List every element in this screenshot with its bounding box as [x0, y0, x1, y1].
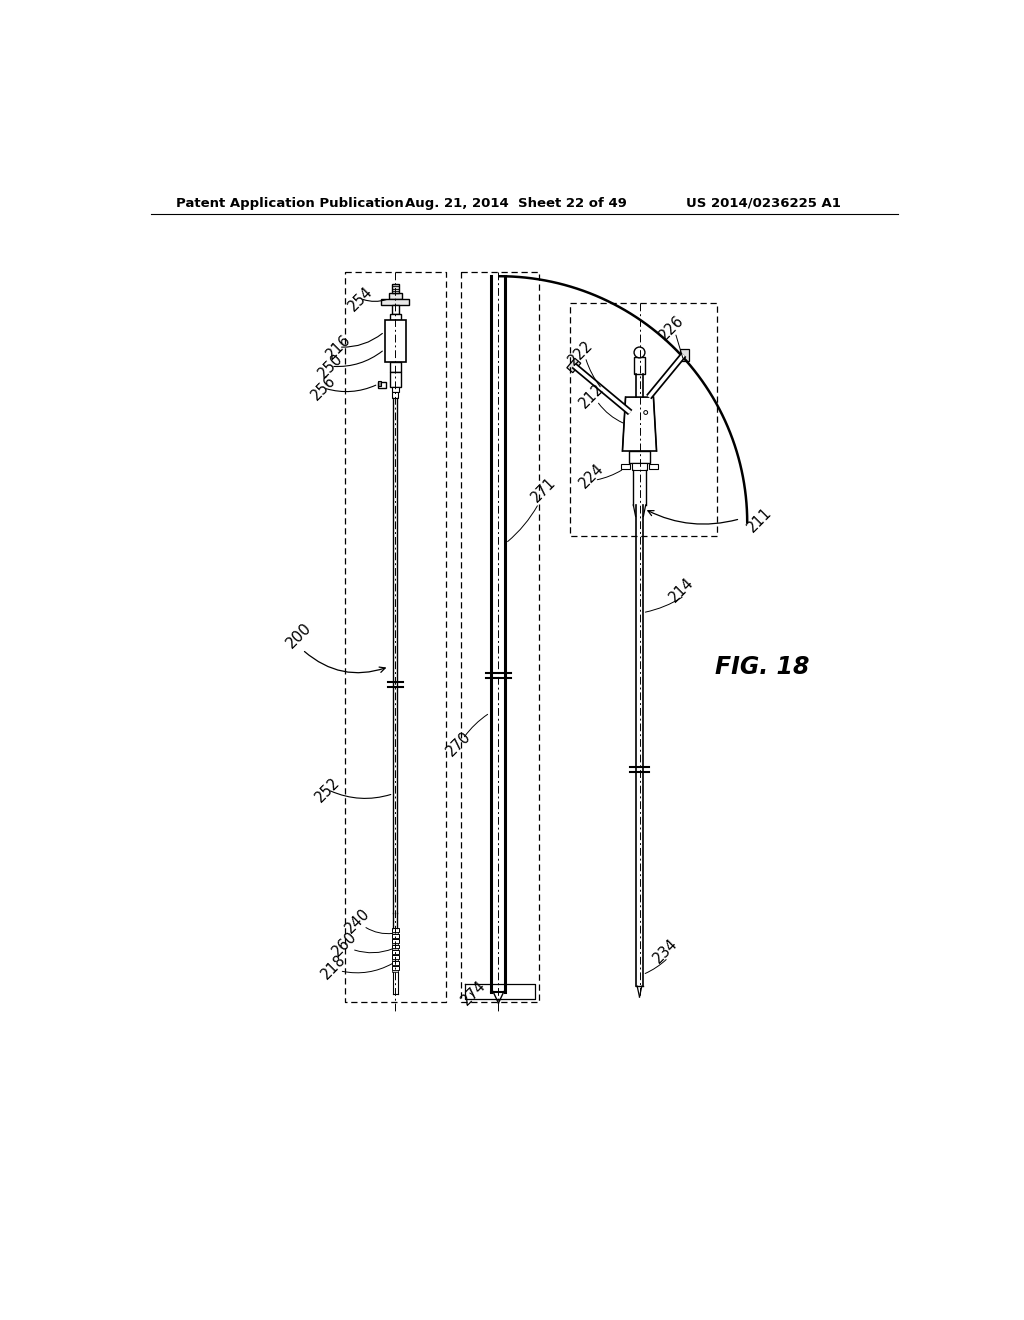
Text: 252: 252 — [312, 775, 343, 805]
Bar — [392, 937, 398, 940]
Text: 270: 270 — [443, 729, 474, 759]
Bar — [392, 960, 398, 961]
Bar — [381, 298, 410, 305]
Bar — [680, 348, 689, 360]
Bar — [391, 305, 399, 314]
Bar — [390, 314, 400, 321]
Text: 271: 271 — [528, 474, 559, 504]
Text: 216: 216 — [324, 331, 354, 362]
Text: 234: 234 — [650, 936, 680, 966]
Text: 214: 214 — [667, 574, 696, 605]
Bar — [391, 961, 399, 965]
Text: 224: 224 — [577, 461, 606, 491]
Bar — [389, 293, 401, 298]
Bar — [391, 928, 399, 932]
Text: FIG. 18: FIG. 18 — [716, 655, 810, 678]
Bar — [392, 942, 398, 945]
Bar — [391, 950, 399, 954]
Text: 254: 254 — [345, 284, 376, 314]
Text: Patent Application Publication: Patent Application Publication — [176, 197, 403, 210]
Bar — [378, 381, 386, 388]
Text: 212: 212 — [577, 380, 606, 411]
Bar — [390, 363, 400, 372]
Text: Aug. 21, 2014  Sheet 22 of 49: Aug. 21, 2014 Sheet 22 of 49 — [406, 197, 628, 210]
Text: 218: 218 — [318, 952, 348, 982]
Circle shape — [634, 347, 645, 358]
Bar — [391, 966, 399, 970]
Text: 260: 260 — [330, 928, 360, 960]
Text: US 2014/0236225 A1: US 2014/0236225 A1 — [686, 197, 841, 210]
Bar — [391, 956, 399, 960]
Text: 200: 200 — [283, 620, 314, 651]
Text: 211: 211 — [744, 506, 774, 536]
Bar — [378, 381, 381, 385]
Text: 256: 256 — [308, 372, 339, 403]
Bar — [391, 945, 399, 949]
Text: 240: 240 — [342, 906, 373, 936]
Bar — [392, 970, 398, 972]
Bar — [392, 932, 398, 933]
Bar — [649, 465, 658, 470]
Text: 274: 274 — [459, 978, 488, 1008]
Bar — [391, 387, 399, 392]
Text: 250: 250 — [315, 351, 346, 381]
Bar — [621, 465, 630, 470]
Bar — [634, 358, 645, 374]
Circle shape — [644, 411, 647, 414]
Bar — [391, 940, 399, 942]
Bar — [567, 358, 581, 372]
Text: 226: 226 — [656, 313, 687, 343]
Bar — [629, 451, 650, 462]
Bar — [392, 392, 398, 397]
Bar — [632, 462, 647, 470]
Polygon shape — [623, 397, 656, 451]
Bar — [392, 954, 398, 956]
Bar — [392, 948, 398, 950]
Bar — [390, 372, 400, 387]
Bar — [385, 321, 407, 363]
Bar — [391, 284, 399, 293]
Bar — [391, 933, 399, 937]
Bar — [392, 965, 398, 966]
Text: 222: 222 — [565, 337, 596, 368]
